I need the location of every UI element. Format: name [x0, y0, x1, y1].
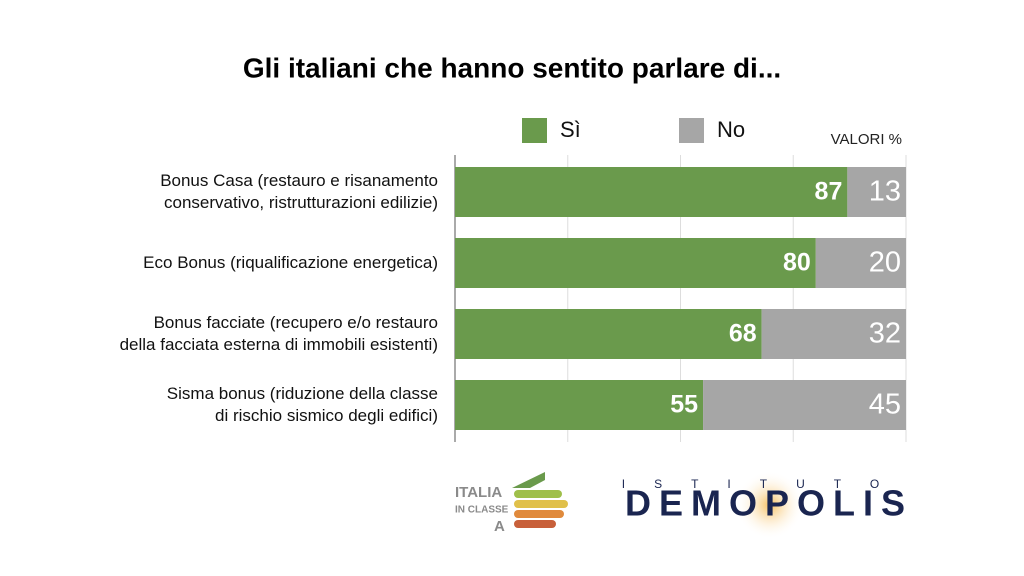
logo-text: IN CLASSE: [455, 505, 509, 516]
legend-swatch: [679, 118, 704, 143]
legend-label: No: [717, 117, 745, 142]
logo-text: ISTITUTO: [622, 477, 908, 491]
unit-note: VALORI %: [831, 131, 902, 148]
logo-text: ITALIA: [455, 484, 502, 501]
category-label: Bonus Casa (restauro e risanamento conse…: [160, 171, 438, 212]
bar-segment: [455, 309, 762, 359]
data-label: 13: [869, 176, 901, 208]
bar-segment: [761, 309, 906, 359]
logo-italia: ITALIA IN CLASSE A: [455, 472, 568, 535]
data-label: 20: [869, 247, 901, 279]
bar-segment: [815, 238, 906, 288]
bar-segment: [847, 167, 906, 217]
logo-shape: [512, 472, 545, 488]
bar-segment: [703, 380, 906, 430]
data-label: 45: [869, 389, 901, 421]
bar-segment: [455, 238, 816, 288]
logo-shape: [514, 510, 564, 518]
data-label: 32: [869, 318, 901, 350]
category-label: Eco Bonus (riqualificazione energetica): [143, 253, 438, 272]
legend-swatch: [522, 118, 547, 143]
logo-shape: [514, 490, 562, 498]
logo-text: DEMOPOLIS: [625, 483, 905, 524]
category-label: Bonus facciate (recupero e/o restauro de…: [119, 313, 438, 354]
logo-glow: [736, 471, 804, 539]
logo-demopolis: ISTITUTO DEMOPOLIS: [622, 471, 908, 539]
category-label: Sisma bonus (riduzione della classe di r…: [166, 384, 438, 425]
chart-title: Gli italiani che hanno sentito parlare d…: [243, 52, 781, 83]
logo-text: A: [494, 518, 505, 535]
data-label: 55: [670, 391, 698, 419]
data-label: 68: [729, 320, 757, 348]
data-label: 80: [783, 249, 811, 277]
bar-segment: [455, 167, 848, 217]
logo-shape: [514, 500, 568, 508]
logo-shape: [514, 520, 556, 528]
legend-label: Sì: [560, 117, 581, 142]
bar-segment: [455, 380, 704, 430]
data-label: 87: [815, 178, 843, 206]
